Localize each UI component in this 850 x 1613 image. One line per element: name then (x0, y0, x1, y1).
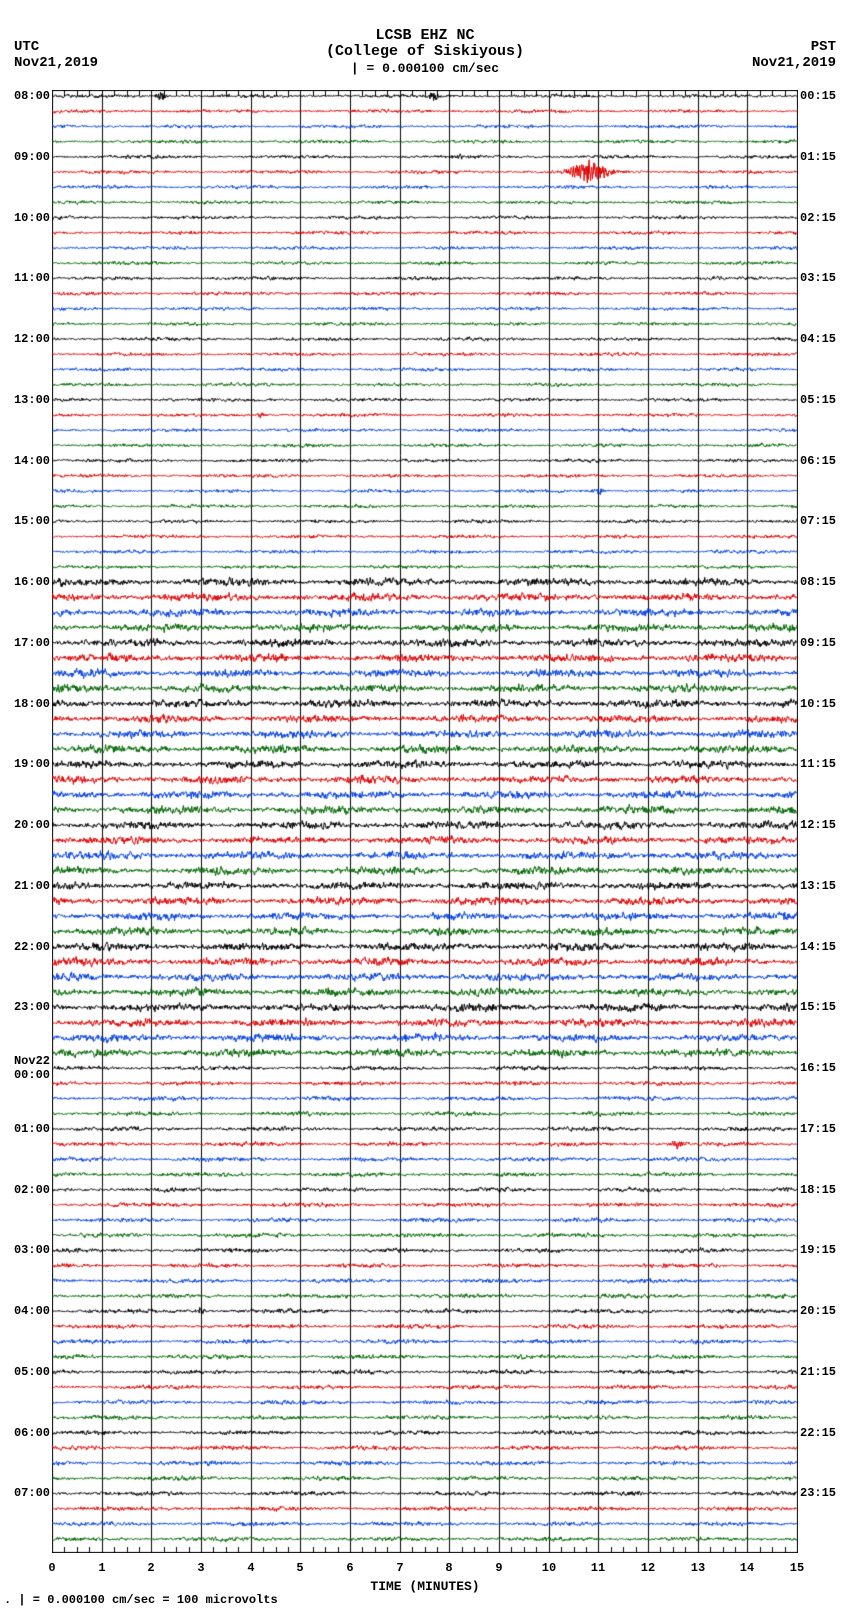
right-time-label: 08:15 (800, 575, 844, 589)
left-time-label: 15:00 (6, 514, 50, 528)
left-time-label: 14:00 (6, 454, 50, 468)
plot-area (52, 90, 798, 1553)
x-tick-label: 1 (98, 1561, 105, 1575)
right-time-label: 19:15 (800, 1243, 844, 1257)
right-time-label: 22:15 (800, 1426, 844, 1440)
right-time-label: 13:15 (800, 879, 844, 893)
left-time-label: 21:00 (6, 879, 50, 893)
left-time-label: 22:00 (6, 940, 50, 954)
x-tick-label: 7 (396, 1561, 403, 1575)
x-tick-label: 5 (296, 1561, 303, 1575)
right-time-label: 11:15 (800, 757, 844, 771)
x-tick-label: 15 (790, 1561, 804, 1575)
left-date-label: Nov21,2019 (14, 56, 98, 71)
helicorder-figure: LCSB EHZ NC (College of Siskiyous) | = 0… (0, 0, 850, 1613)
right-time-label: 01:15 (800, 150, 844, 164)
left-time-label: 06:00 (6, 1426, 50, 1440)
right-time-label: 20:15 (800, 1304, 844, 1318)
right-time-label: 06:15 (800, 454, 844, 468)
right-time-label: 10:15 (800, 697, 844, 711)
station-subtitle: (College of Siskiyous) (0, 44, 850, 61)
x-tick-label: 11 (591, 1561, 605, 1575)
left-time-label: 05:00 (6, 1365, 50, 1379)
x-tick-label: 10 (542, 1561, 556, 1575)
left-time-label: 07:00 (6, 1486, 50, 1500)
x-tick-label: 12 (641, 1561, 655, 1575)
right-time-label: 04:15 (800, 332, 844, 346)
right-time-label: 18:15 (800, 1183, 844, 1197)
right-timezone-label: PST (811, 40, 836, 55)
left-time-label: 12:00 (6, 332, 50, 346)
x-tick-label: 9 (495, 1561, 502, 1575)
left-time-label: 11:00 (6, 271, 50, 285)
right-time-label: 05:15 (800, 393, 844, 407)
left-time-label: 04:00 (6, 1304, 50, 1318)
right-time-label: 15:15 (800, 1000, 844, 1014)
x-tick-label: 13 (691, 1561, 705, 1575)
right-time-label: 00:15 (800, 89, 844, 103)
left-time-label: 13:00 (6, 393, 50, 407)
right-time-label: 03:15 (800, 271, 844, 285)
right-time-label: 14:15 (800, 940, 844, 954)
left-time-label: 01:00 (6, 1122, 50, 1136)
right-time-label: 12:15 (800, 818, 844, 832)
x-tick-label: 3 (197, 1561, 204, 1575)
left-time-label: 17:00 (6, 636, 50, 650)
right-time-label: 07:15 (800, 514, 844, 528)
left-time-label: 23:00 (6, 1000, 50, 1014)
x-tick-label: 14 (740, 1561, 754, 1575)
x-axis-title: TIME (MINUTES) (0, 1579, 850, 1594)
right-time-label: 02:15 (800, 211, 844, 225)
right-time-label: 23:15 (800, 1486, 844, 1500)
left-time-label: Nov22 00:00 (6, 1054, 50, 1082)
left-time-label: 02:00 (6, 1183, 50, 1197)
left-time-label: 10:00 (6, 211, 50, 225)
right-time-label: 21:15 (800, 1365, 844, 1379)
x-tick-label: 0 (48, 1561, 55, 1575)
x-tick-label: 4 (247, 1561, 254, 1575)
left-time-label: 09:00 (6, 150, 50, 164)
right-time-label: 09:15 (800, 636, 844, 650)
right-date-label: Nov21,2019 (752, 56, 836, 71)
right-time-label: 17:15 (800, 1122, 844, 1136)
left-time-label: 20:00 (6, 818, 50, 832)
traces-canvas (52, 90, 798, 1553)
left-time-label: 03:00 (6, 1243, 50, 1257)
scale-legend: | = 0.000100 cm/sec (0, 62, 850, 76)
right-time-label: 16:15 (800, 1061, 844, 1075)
left-time-label: 16:00 (6, 575, 50, 589)
left-time-label: 19:00 (6, 757, 50, 771)
left-time-label: 08:00 (6, 89, 50, 103)
x-tick-label: 8 (445, 1561, 452, 1575)
left-timezone-label: UTC (14, 40, 39, 55)
x-tick-label: 2 (147, 1561, 154, 1575)
left-time-label: 18:00 (6, 697, 50, 711)
x-tick-label: 6 (346, 1561, 353, 1575)
footnote: . | = 0.000100 cm/sec = 100 microvolts (4, 1593, 278, 1607)
